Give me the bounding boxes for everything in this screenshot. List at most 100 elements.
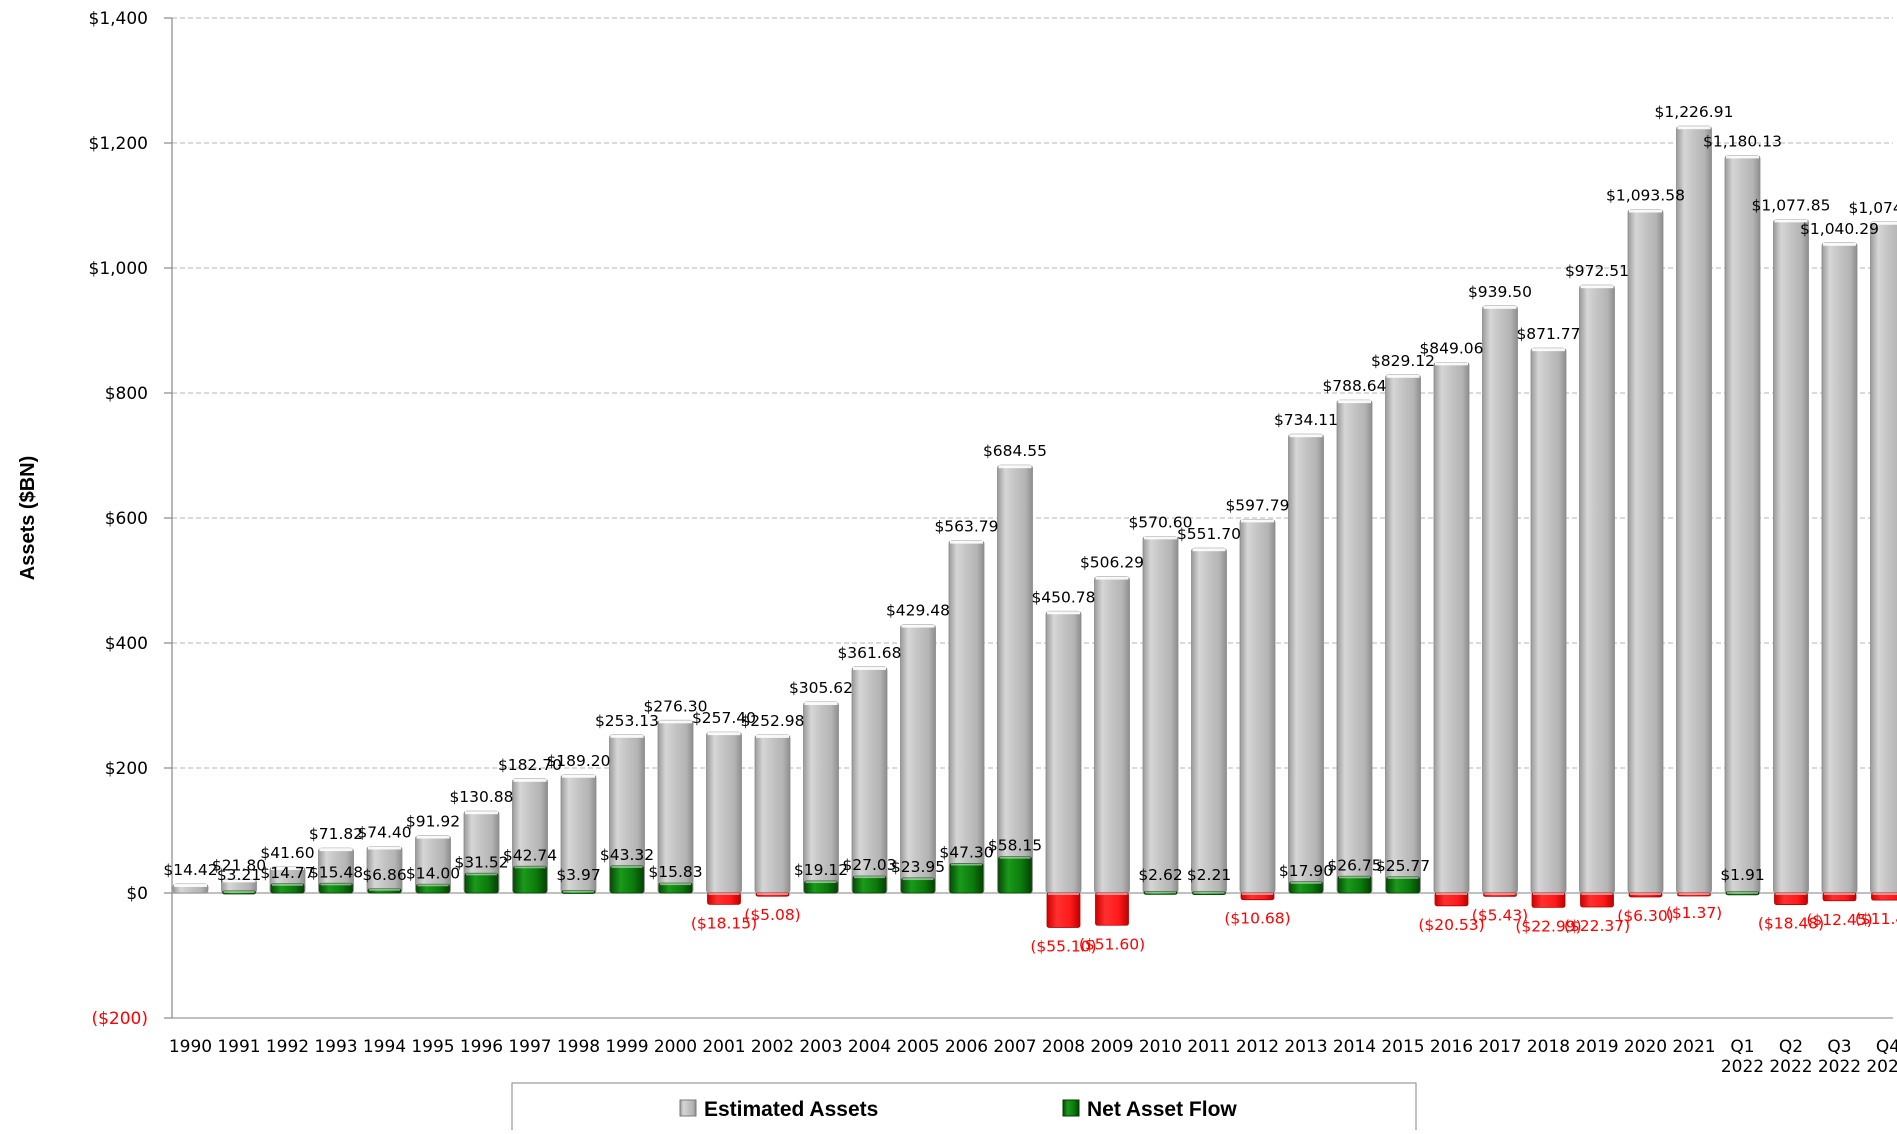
legend-item-estimated-assets: Estimated Assets (680, 1098, 878, 1121)
legend-label-estimated-assets: Estimated Assets (704, 1098, 878, 1121)
asset-bar (1483, 306, 1518, 893)
net-flow-bar-negative (1532, 893, 1565, 907)
legend-swatch-estimated-assets (680, 1100, 696, 1116)
x-tick-label: 2019 (1575, 1037, 1618, 1057)
x-tick-label: 2010 (1139, 1037, 1182, 1057)
asset-bar (901, 625, 936, 893)
asset-bar-highlight (1193, 548, 1226, 551)
asset-bar (1822, 243, 1857, 893)
net-flow-bar (1338, 876, 1371, 893)
asset-bar-highlight (320, 848, 353, 851)
x-tick-label: Q1 (1730, 1037, 1754, 1057)
x-tick-label: 1998 (557, 1037, 600, 1057)
net-flow-bar-highlight (1145, 891, 1176, 893)
asset-value-label: $734.11 (1274, 411, 1338, 429)
x-tick-label: 2013 (1284, 1037, 1327, 1057)
x-tick-label: 1996 (460, 1037, 503, 1057)
asset-bar-highlight (1726, 155, 1759, 158)
asset-value-label: $551.70 (1177, 525, 1241, 543)
asset-bar (1531, 348, 1566, 893)
asset-bar-highlight (1629, 210, 1662, 213)
asset-bar (755, 735, 790, 893)
net-flow-value-label: $2.62 (1138, 866, 1182, 884)
net-flow-bar-highlight (806, 881, 837, 883)
asset-bar (1337, 400, 1372, 893)
asset-bar (1628, 210, 1663, 893)
asset-bar (707, 732, 742, 893)
x-tick-label: 2008 (1042, 1037, 1085, 1057)
asset-bar (1774, 219, 1809, 893)
net-flow-bar (950, 863, 983, 893)
y-tick-label: $400 (105, 634, 148, 654)
asset-bar-highlight (1484, 306, 1517, 309)
y-tick-label: $600 (105, 509, 148, 529)
asset-value-label: $189.20 (546, 752, 610, 770)
asset-value-label: $972.51 (1565, 262, 1629, 280)
asset-value-label: $849.06 (1419, 339, 1483, 357)
asset-value-label: $252.98 (740, 712, 804, 730)
x-tick-label: 1990 (169, 1037, 212, 1057)
net-flow-bar-highlight (1582, 893, 1613, 895)
asset-bar-highlight (1047, 611, 1080, 614)
net-flow-bar-highlight (1485, 893, 1516, 895)
asset-value-label: $871.77 (1516, 325, 1580, 343)
asset-bar-highlight (853, 667, 886, 670)
asset-bar-highlight (708, 732, 741, 735)
asset-value-label: $74.40 (357, 824, 411, 842)
x-tick-label: 2016 (1430, 1037, 1473, 1057)
net-flow-value-label: $1.91 (1720, 866, 1764, 884)
net-flow-bar-highlight (1388, 877, 1419, 879)
net-flow-bar (853, 876, 886, 893)
net-flow-value-label: $31.52 (454, 853, 508, 871)
net-flow-bar-highlight (1000, 857, 1031, 859)
x-tick-label: 2003 (799, 1037, 842, 1057)
net-flow-bar-highlight (515, 866, 546, 868)
net-flow-bar-highlight (1339, 876, 1370, 878)
asset-bar-highlight (756, 735, 789, 738)
x-tick-label: 1992 (266, 1037, 309, 1057)
y-tick-label: $1,000 (89, 259, 148, 279)
net-flow-bar-highlight (1097, 893, 1128, 895)
x-tick-label: 2018 (1527, 1037, 1570, 1057)
net-flow-value-label: $6.86 (362, 866, 406, 884)
y-tick-label: $1,400 (89, 9, 148, 29)
net-flow-value-label: $14.77 (260, 864, 314, 882)
net-flow-value-label: $19.12 (794, 861, 848, 879)
net-flow-value-label: $27.03 (842, 856, 896, 874)
asset-bar-highlight (1387, 375, 1420, 378)
net-flow-bar (999, 857, 1032, 893)
asset-bar (1240, 519, 1275, 893)
net-flow-bar-highlight (1776, 893, 1807, 895)
net-flow-bar-highlight (1824, 893, 1855, 895)
asset-bar (1580, 285, 1615, 893)
asset-bar (1725, 155, 1760, 893)
x-tick-label: 1997 (508, 1037, 551, 1057)
asset-bar (1677, 126, 1712, 893)
legend-label-net-asset-flow: Net Asset Flow (1087, 1098, 1237, 1121)
asset-value-label: $788.64 (1322, 377, 1386, 395)
asset-bar-highlight (514, 779, 547, 782)
asset-bar-highlight (1096, 577, 1129, 580)
asset-value-label: $506.29 (1080, 554, 1144, 572)
net-flow-bar-highlight (1873, 893, 1897, 895)
net-flow-value-label: $47.30 (939, 843, 993, 861)
net-flow-bar-highlight (418, 884, 449, 886)
asset-value-label: $597.79 (1225, 496, 1289, 514)
y-tick-label: ($200) (91, 1009, 148, 1029)
x-tick-label: 2014 (1333, 1037, 1376, 1057)
net-flow-value-label-negative: ($11.40) (1855, 910, 1897, 928)
asset-bar (1192, 548, 1227, 893)
x-tick-label: 2009 (1090, 1037, 1133, 1057)
x-tick-label: 2004 (848, 1037, 891, 1057)
x-tick-label: 2000 (654, 1037, 697, 1057)
net-flow-value-label: $42.74 (503, 846, 557, 864)
asset-value-label: $1,226.91 (1655, 103, 1734, 121)
x-tick-label: 1999 (605, 1037, 648, 1057)
asset-bar-highlight (368, 847, 401, 850)
x-tick-label: 1994 (363, 1037, 406, 1057)
net-flow-bar (611, 866, 644, 893)
net-flow-bar-highlight (466, 873, 497, 875)
net-flow-value-label-negative: ($5.08) (744, 906, 800, 924)
net-flow-value-label-negative: ($51.60) (1079, 935, 1145, 953)
